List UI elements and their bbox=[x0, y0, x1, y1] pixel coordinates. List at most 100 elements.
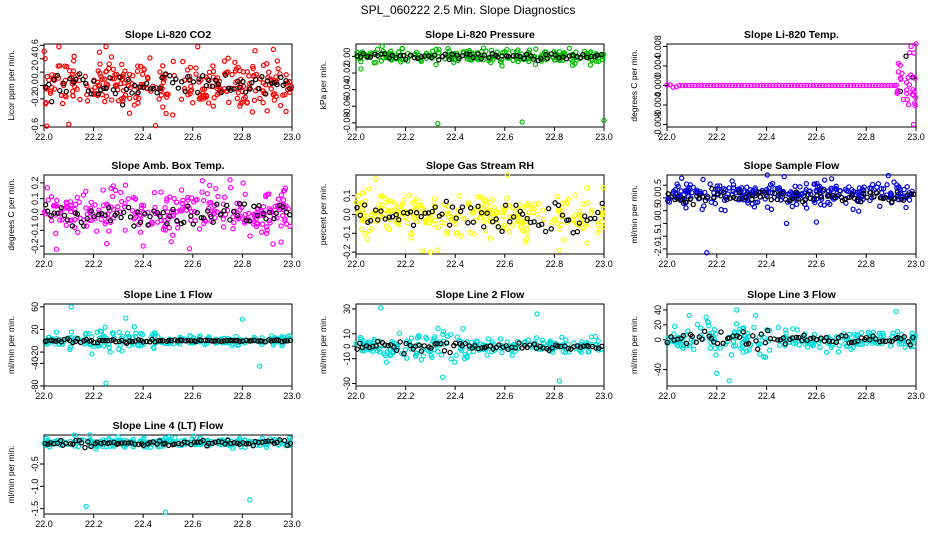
data-point-subset bbox=[413, 210, 420, 216]
data-point-subset bbox=[372, 207, 379, 213]
x-tick-label: 22.6 bbox=[184, 259, 202, 269]
data-point-subset bbox=[496, 342, 502, 348]
data-point-subset bbox=[88, 208, 94, 214]
data-point bbox=[743, 348, 750, 354]
data-point-subset bbox=[544, 55, 551, 62]
y-tick-label: -0.5 bbox=[30, 456, 40, 472]
data-point-subset bbox=[768, 196, 775, 203]
data-point-subset bbox=[98, 440, 104, 447]
data-point bbox=[180, 197, 186, 204]
data-point-subset bbox=[577, 344, 584, 350]
data-point bbox=[373, 176, 379, 182]
data-point bbox=[232, 68, 239, 74]
data-point bbox=[247, 233, 253, 239]
data-point bbox=[106, 61, 112, 67]
y-tick-label: -0.004 bbox=[653, 92, 663, 118]
data-point bbox=[109, 330, 116, 336]
data-point bbox=[138, 63, 144, 70]
data-point bbox=[725, 191, 731, 197]
data-point bbox=[227, 177, 233, 183]
data-point bbox=[819, 82, 826, 89]
data-point bbox=[732, 82, 739, 89]
data-point bbox=[584, 240, 590, 246]
data-point bbox=[186, 245, 193, 252]
data-point-subset bbox=[389, 52, 395, 59]
data-point bbox=[386, 226, 392, 233]
data-point-subset bbox=[73, 437, 79, 444]
data-point-subset bbox=[234, 337, 240, 344]
data-point bbox=[869, 181, 876, 188]
data-point bbox=[165, 91, 171, 97]
data-point-subset bbox=[157, 337, 164, 344]
data-point-subset bbox=[263, 438, 269, 445]
y-tick-label: -0.008 bbox=[653, 112, 663, 138]
data-point bbox=[420, 248, 426, 254]
data-point-subset bbox=[84, 215, 90, 222]
data-point bbox=[726, 82, 732, 89]
chart-title: Slope Gas Stream RH bbox=[426, 160, 534, 172]
y-tick-label: -40 bbox=[30, 357, 40, 370]
data-point bbox=[174, 225, 181, 231]
data-point bbox=[502, 207, 508, 213]
data-point-subset bbox=[429, 208, 435, 215]
data-point-subset bbox=[357, 212, 363, 218]
data-point bbox=[251, 97, 258, 104]
data-point-subset bbox=[116, 338, 122, 345]
chart-title: Slope Li-820 CO2 bbox=[125, 29, 212, 41]
data-point-subset bbox=[447, 349, 453, 356]
data-point bbox=[404, 220, 411, 226]
x-tick-label: 22.8 bbox=[857, 132, 875, 142]
data-point bbox=[360, 217, 366, 223]
data-point bbox=[423, 336, 430, 342]
data-point-subset bbox=[361, 202, 368, 208]
data-point bbox=[418, 202, 424, 208]
data-point bbox=[158, 92, 165, 98]
data-point-subset bbox=[57, 87, 63, 94]
y-tick-label: -80 bbox=[30, 379, 40, 392]
data-point bbox=[123, 315, 129, 321]
data-point bbox=[767, 82, 773, 89]
data-point-subset bbox=[870, 333, 876, 339]
data-point-subset bbox=[693, 339, 699, 345]
data-point-subset bbox=[764, 193, 770, 199]
data-point-subset bbox=[205, 208, 211, 214]
data-point-subset bbox=[481, 224, 487, 230]
data-point-subset bbox=[167, 213, 173, 220]
data-point bbox=[47, 90, 54, 96]
data-point bbox=[522, 239, 528, 245]
data-point-subset bbox=[188, 213, 194, 219]
data-point-subset bbox=[552, 200, 558, 206]
y-tick-label: 0.000 bbox=[653, 74, 663, 97]
data-point-subset bbox=[562, 343, 568, 349]
data-point bbox=[169, 213, 175, 219]
data-point bbox=[166, 224, 172, 231]
data-point bbox=[894, 328, 901, 335]
data-point-subset bbox=[462, 340, 468, 347]
data-point bbox=[742, 82, 748, 89]
data-point-subset bbox=[576, 220, 583, 226]
data-point bbox=[904, 184, 910, 190]
data-point-subset bbox=[67, 76, 73, 82]
y-tick-label: -40 bbox=[653, 363, 663, 376]
chart-title: Slope Line 4 (LT) Flow bbox=[113, 420, 224, 432]
data-point bbox=[103, 68, 110, 75]
data-point bbox=[131, 102, 138, 108]
y-tick-label: 0.008 bbox=[653, 35, 663, 58]
data-point-subset bbox=[467, 51, 473, 58]
data-point bbox=[798, 82, 804, 89]
data-point bbox=[268, 333, 275, 339]
x-tick-label: 23.0 bbox=[283, 132, 301, 142]
data-point-subset bbox=[851, 195, 858, 202]
data-point bbox=[707, 181, 713, 187]
x-tick-label: 22.4 bbox=[134, 132, 152, 142]
data-point bbox=[74, 194, 80, 201]
data-point-subset bbox=[241, 201, 248, 207]
data-point bbox=[554, 193, 560, 200]
data-point bbox=[414, 335, 421, 341]
data-point bbox=[676, 82, 683, 89]
data-point bbox=[53, 329, 60, 335]
data-point bbox=[912, 75, 918, 81]
data-point bbox=[280, 197, 287, 203]
data-point-subset bbox=[48, 337, 54, 344]
data-point-subset bbox=[125, 76, 131, 83]
